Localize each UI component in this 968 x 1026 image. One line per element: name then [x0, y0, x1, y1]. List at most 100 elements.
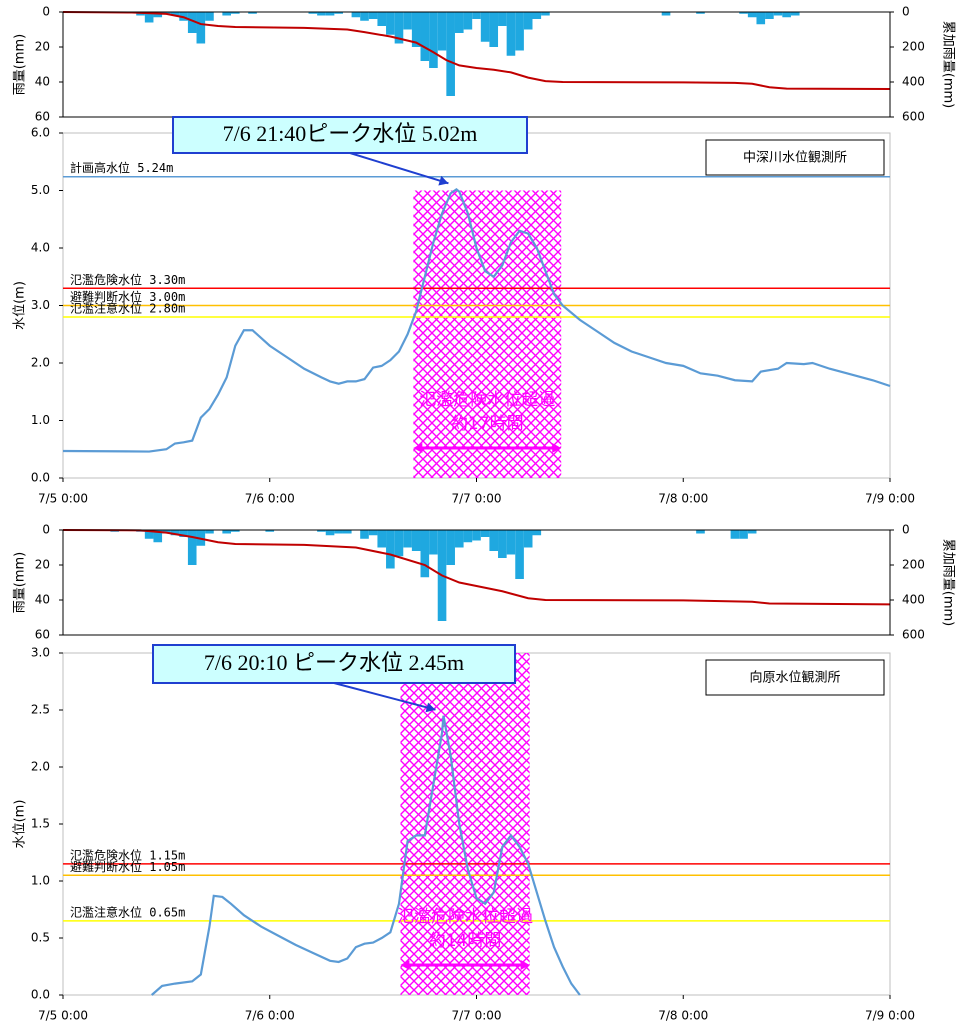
rain-bar [515, 12, 524, 51]
duration-arrowhead [413, 443, 423, 453]
y2-tick-label: 200 [902, 40, 925, 54]
rain-bar [454, 12, 464, 33]
y-axis-label: 雨量(mm) [13, 552, 28, 613]
station-label: 中深川水位観測所 [743, 151, 847, 166]
threshold-label: 避難判断水位 1.05m [70, 859, 185, 874]
rain-bar [144, 12, 154, 23]
rain-bar [480, 530, 490, 537]
water-level-line [62, 187, 891, 453]
exceed-label: 氾濫危険水位超過 [397, 907, 533, 927]
rain-bar [489, 530, 499, 551]
peak-arrow [333, 682, 436, 711]
cumulative-line [62, 11, 891, 90]
y2-tick-label: 400 [902, 593, 925, 607]
rain-bar [790, 12, 800, 16]
station-label: 向原水位観測所 [749, 670, 840, 686]
rain-bar [730, 530, 740, 539]
rain-bar [506, 12, 516, 56]
y-tick-label: 1.5 [31, 817, 50, 831]
y-tick-label: 2.0 [31, 760, 50, 774]
rain-bar [196, 12, 206, 44]
rain-bar [437, 12, 447, 51]
peak-arrow [349, 152, 449, 185]
rain-bar [739, 530, 748, 539]
rain-bar [317, 12, 326, 16]
y-axis-label: 水位(m) [13, 281, 28, 330]
threshold-label: 避難判断水位 3.00m [70, 289, 185, 304]
peak-callout [172, 116, 528, 154]
x-tick-label: 7/7 0:00 [451, 1009, 501, 1023]
exceed-duration: 約17時間 [451, 414, 524, 434]
station-box [705, 139, 885, 176]
x-tick-label: 7/5 0:00 [38, 492, 88, 506]
rain-bar [342, 530, 352, 534]
rain-bar [325, 530, 335, 536]
y2-axis-label: 累加雨量(mm) [941, 21, 956, 108]
y-tick-label: 5.0 [31, 183, 50, 197]
rain-bar [429, 12, 438, 68]
rain-bar [377, 530, 387, 548]
rain-bar [394, 12, 404, 44]
rain-bar [230, 12, 240, 14]
y-tick-label: 20 [35, 40, 50, 54]
rain-bar [368, 12, 378, 19]
rain-bar [480, 12, 490, 42]
peak-label: 7/6 21:40ピーク水位 5.02m [223, 121, 478, 146]
rain-bar [144, 530, 154, 539]
y-tick-label: 0.5 [31, 931, 50, 945]
x-tick-label: 7/8 0:00 [658, 1009, 708, 1023]
y2-tick-label: 400 [902, 75, 925, 89]
rain-bar [489, 12, 499, 47]
rain-bar [523, 530, 533, 548]
rain-bar [325, 12, 335, 16]
peak-label: 7/6 20:10 ピーク水位 2.45m [204, 650, 464, 675]
rain-bar [661, 12, 671, 16]
threshold-label: 氾濫注意水位 0.65m [70, 904, 185, 919]
rain-bar [498, 12, 507, 26]
y-tick-label: 0.0 [31, 988, 50, 1002]
exceed-duration: 約14時間 [429, 931, 502, 951]
rain-bar [162, 12, 171, 14]
x-tick-label: 7/6 0:00 [245, 492, 295, 506]
peak-arrowhead [425, 702, 436, 713]
rain-bar [248, 12, 257, 14]
rain-bar [377, 12, 387, 26]
rain-bar [765, 12, 774, 19]
y-axis-label: 雨量(mm) [13, 34, 28, 95]
y2-axis-label: 累加雨量(mm) [941, 539, 956, 626]
rain-bar [386, 12, 395, 35]
y-tick-label: 0.0 [31, 471, 50, 485]
rain-bar [429, 530, 438, 555]
y-tick-label: 1.0 [31, 413, 50, 427]
rain-bar [394, 530, 404, 557]
rain-bar [308, 12, 318, 14]
rain-bar [446, 530, 455, 565]
rain-bar [187, 530, 197, 565]
rain-bar [472, 530, 481, 541]
rain-bar [411, 530, 421, 551]
rain-bar [696, 530, 705, 534]
y-tick-label: 4.0 [31, 241, 50, 255]
y-axis-label: 水位(m) [13, 800, 28, 849]
y-tick-label: 20 [35, 558, 50, 572]
rain-bar [420, 530, 430, 578]
rain-bar [170, 530, 180, 536]
rain-bar [446, 12, 455, 96]
rain-bar [747, 12, 757, 18]
rain-bar [506, 530, 516, 555]
y2-tick-label: 0 [902, 5, 910, 19]
plot-frame [62, 529, 891, 636]
duration-arrowhead [552, 443, 562, 453]
rain-bar [739, 12, 748, 14]
rain-bar [403, 12, 412, 30]
rain-bar [153, 530, 163, 543]
y-tick-label: 0 [42, 5, 50, 19]
rain-bar [230, 530, 240, 532]
rain-bar [187, 12, 197, 33]
rain-bar [368, 530, 378, 536]
rain-bar [179, 530, 188, 537]
rain-bar [360, 12, 369, 21]
y2-tick-label: 600 [902, 628, 925, 642]
threshold-label: 氾濫危険水位 1.15m [70, 847, 185, 862]
